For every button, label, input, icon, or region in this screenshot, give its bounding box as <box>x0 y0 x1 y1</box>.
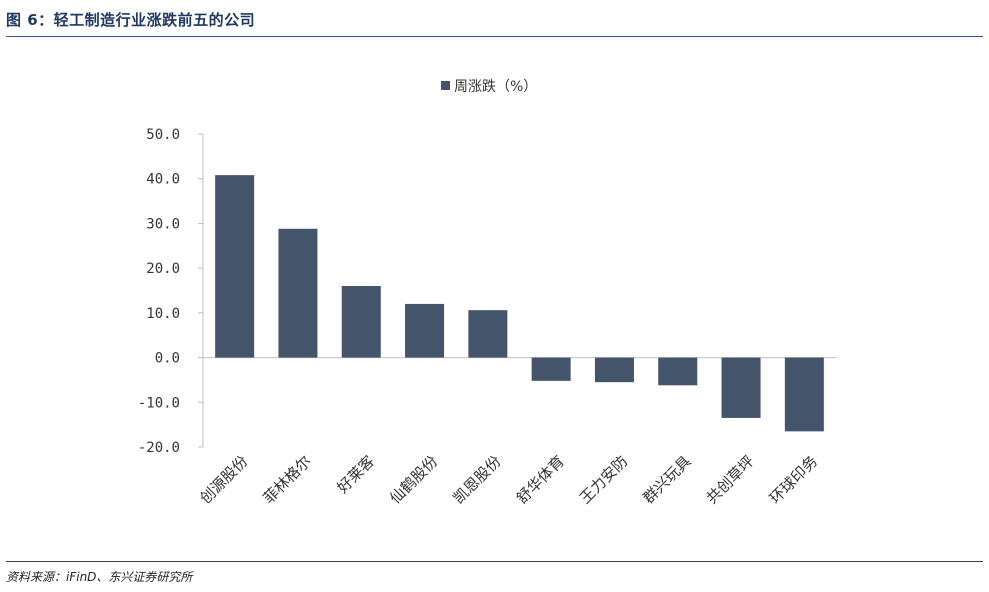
y-tick-label: 10.0 <box>146 306 180 322</box>
y-tick-label: 20.0 <box>146 261 180 277</box>
y-tick-label: 30.0 <box>146 216 180 232</box>
bar <box>721 357 761 418</box>
x-category-label: 仙鹤股份 <box>386 452 441 507</box>
bar <box>215 175 255 358</box>
bar <box>594 357 634 383</box>
bar <box>468 310 508 358</box>
bar-chart: 周涨跌（%） 50.0 40.0 30.0 20.0 10.0 0.0 -10.0 -20.0… <box>138 79 836 507</box>
y-tick-labels: 50.0 40.0 30.0 20.0 10.0 0.0 -10.0 -20.0 <box>138 127 180 456</box>
legend-swatch <box>441 81 450 90</box>
y-tick-label: -10.0 <box>138 395 180 411</box>
title-rule <box>6 36 983 37</box>
y-tick-label: 0.0 <box>155 351 180 367</box>
bar <box>531 357 571 381</box>
x-category-label: 舒华体育 <box>513 452 568 507</box>
x-category-label: 好莱客 <box>334 452 379 497</box>
chart-bars <box>215 175 824 432</box>
chart-legend: 周涨跌（%） <box>441 79 537 95</box>
legend-label: 周涨跌（%） <box>454 79 537 95</box>
x-category-label: 创源股份 <box>196 452 251 507</box>
bar <box>784 357 824 432</box>
y-tick-label: 50.0 <box>146 127 180 143</box>
x-category-label: 菲林格尔 <box>260 452 315 507</box>
bar <box>341 286 381 358</box>
x-category-label: 环球印务 <box>766 452 821 507</box>
bar <box>278 228 318 358</box>
y-tick-label: -20.0 <box>138 440 180 456</box>
x-category-labels: 创源股份 菲林格尔 好莱客 仙鹤股份 凯恩股份 舒华体育 王力安防 群兴玩具 共创草坪 环球印务 <box>196 452 821 507</box>
bar <box>405 303 445 358</box>
source-note: 资料来源：iFinD、东兴证券研究所 <box>6 570 193 584</box>
footer-rule <box>6 561 983 562</box>
x-category-label: 共创草坪 <box>703 452 758 507</box>
y-tick-label: 40.0 <box>146 172 180 188</box>
x-category-label: 王力安防 <box>576 452 631 507</box>
x-category-label: 群兴玩具 <box>639 452 694 507</box>
x-category-label: 凯恩股份 <box>450 452 505 507</box>
bar <box>658 357 698 386</box>
figure-title: 图 6：轻工制造行业涨跌前五的公司 <box>6 11 256 29</box>
